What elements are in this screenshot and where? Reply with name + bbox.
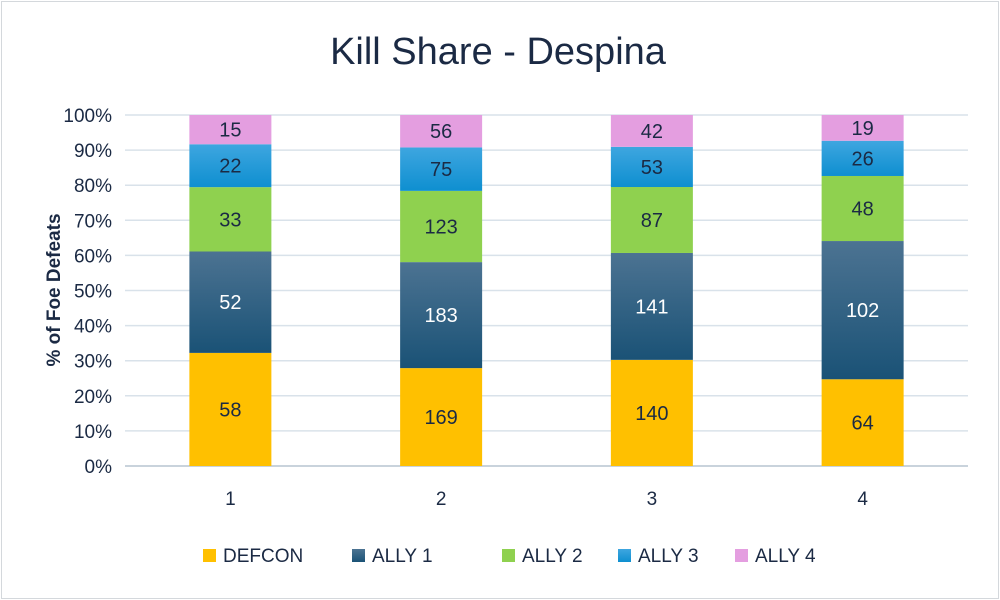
x-tick-label: 2 (436, 489, 447, 510)
legend-swatch (502, 549, 515, 562)
legend-label: DEFCON (223, 546, 303, 567)
bar-segment-ally-4 (400, 115, 483, 148)
bar-segment-ally-4 (189, 115, 272, 145)
data-label: 169 (424, 407, 457, 429)
bar-segment-ally-3 (821, 140, 904, 176)
legend-label: ALLY 2 (522, 546, 583, 567)
data-label: 22 (219, 156, 241, 178)
bar-segment-defcon (189, 352, 272, 466)
data-label: 56 (430, 121, 452, 143)
x-tick-label: 1 (225, 489, 236, 510)
y-tick-label: 80% (74, 176, 112, 197)
data-label: 141 (635, 296, 668, 318)
legend-item: ALLY 2 (502, 546, 583, 567)
bar-segment-ally-3 (610, 146, 693, 188)
bar-segment-ally-1 (400, 262, 483, 369)
legend-item: DEFCON (203, 546, 303, 567)
y-tick-label: 0% (85, 457, 113, 478)
bar-segment-ally-1 (821, 241, 904, 380)
data-label: 42 (641, 121, 663, 143)
legend-label: ALLY 4 (755, 546, 816, 567)
data-label: 64 (852, 413, 874, 435)
data-label: 123 (424, 216, 457, 238)
bar-segment-ally-3 (189, 144, 272, 188)
data-label: 53 (641, 157, 663, 179)
x-tick-label: 3 (647, 489, 658, 510)
data-label: 48 (852, 199, 874, 221)
y-tick-label: 100% (63, 106, 112, 127)
y-axis-label: % of Foe Defeats (44, 213, 65, 366)
bar-segment-defcon (821, 379, 904, 466)
data-label: 140 (635, 403, 668, 425)
legend-label: ALLY 1 (372, 546, 433, 567)
data-label: 15 (219, 120, 241, 142)
y-tick-label: 90% (74, 141, 112, 162)
y-tick-label: 30% (74, 352, 112, 373)
legend-item: ALLY 4 (735, 546, 816, 567)
legend-swatch (618, 549, 631, 562)
bar-segment-ally-2 (610, 187, 693, 253)
bar-segment-ally-3 (400, 147, 483, 191)
legend-item: ALLY 1 (352, 546, 433, 567)
legend-label: ALLY 3 (638, 546, 699, 567)
y-tick-label: 40% (74, 317, 112, 338)
bar-segment-defcon (610, 359, 693, 466)
data-label: 87 (641, 210, 663, 232)
data-label: 19 (852, 118, 874, 140)
legend-swatch (735, 549, 748, 562)
bar-segment-ally-2 (400, 190, 483, 263)
bar-segment-ally-1 (610, 252, 693, 360)
legend-swatch (203, 549, 216, 562)
bar-segment-ally-4 (821, 115, 904, 141)
data-label: 26 (852, 148, 874, 170)
y-tick-label: 20% (74, 387, 112, 408)
bar-segment-defcon (400, 368, 483, 466)
data-label: 183 (424, 305, 457, 327)
bar-segment-ally-2 (189, 187, 272, 252)
data-label: 33 (219, 209, 241, 231)
y-tick-label: 10% (74, 422, 112, 443)
y-tick-label: 60% (74, 246, 112, 267)
bar-segment-ally-4 (610, 115, 693, 147)
y-tick-label: 50% (74, 282, 112, 303)
chart-title: Kill Share - Despina (330, 31, 667, 73)
data-label: 58 (219, 399, 241, 421)
bar-segment-ally-2 (821, 175, 904, 242)
legend-swatch (352, 549, 365, 562)
legend-item: ALLY 3 (618, 546, 699, 567)
y-tick-label: 70% (74, 211, 112, 232)
bar-segment-ally-1 (189, 251, 272, 353)
x-tick-label: 4 (857, 489, 868, 510)
data-label: 75 (430, 159, 452, 181)
data-label: 52 (219, 292, 241, 314)
data-label: 102 (846, 300, 879, 322)
